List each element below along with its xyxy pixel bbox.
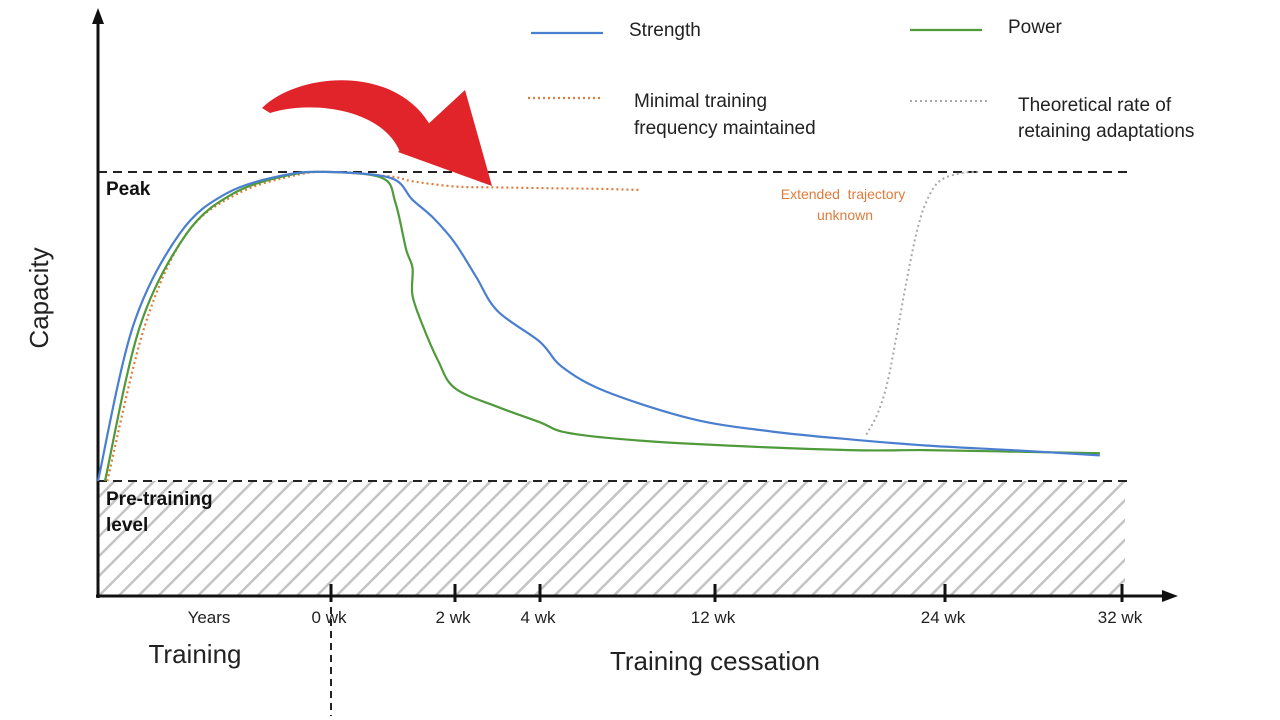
annotation-line2: unknown (817, 207, 873, 223)
pretraining-label-line1: Pre-training (106, 489, 213, 510)
x-tick-label-4: 24 wk (921, 608, 966, 627)
series-layer (96, 170, 1100, 482)
legend-label-theoretical-line2: retaining adaptations (1018, 121, 1194, 142)
series-line-theoretical (865, 171, 979, 436)
pretraining-label-line2: level (106, 515, 148, 536)
x-ticks: 0 wk 2 wk 4 wk 12 wk 24 wk 32 wk (312, 584, 1143, 627)
legend-label-power: Power (1008, 17, 1063, 38)
legend-label-theoretical-line1: Theoretical rate of (1018, 95, 1172, 116)
x-tick-label-5: 32 wk (1098, 608, 1143, 627)
x-axis-arrowhead (1162, 590, 1178, 602)
red-curved-arrow (262, 80, 492, 186)
y-axis-title: Capacity (24, 247, 54, 348)
series-line-strength (96, 170, 1100, 482)
legend: Strength Power Minimal training frequenc… (528, 17, 1194, 142)
legend-label-strength: Strength (629, 20, 701, 41)
legend-label-minimal-line2: frequency maintained (634, 118, 816, 139)
red-arrow-shaft (262, 80, 438, 152)
x-axis-title-cessation: Training cessation (610, 646, 820, 676)
annotation-line1: Extended trajectory (781, 186, 906, 202)
x-tick-label-0: 0 wk (312, 608, 347, 627)
x-axis-title-training: Training (149, 639, 242, 669)
red-arrow-head (398, 90, 492, 186)
series-line-minimal (106, 170, 639, 482)
y-axis-arrowhead (92, 8, 104, 24)
x-tick-label-3: 12 wk (691, 608, 736, 627)
x-tick-label-2: 4 wk (521, 608, 556, 627)
pretraining-zone (98, 481, 1125, 595)
legend-label-minimal-line1: Minimal training (634, 91, 767, 112)
training-years-label: Years (188, 608, 231, 627)
series-line-power (103, 170, 1100, 482)
x-tick-label-1: 2 wk (436, 608, 471, 627)
peak-label: Peak (106, 179, 151, 200)
